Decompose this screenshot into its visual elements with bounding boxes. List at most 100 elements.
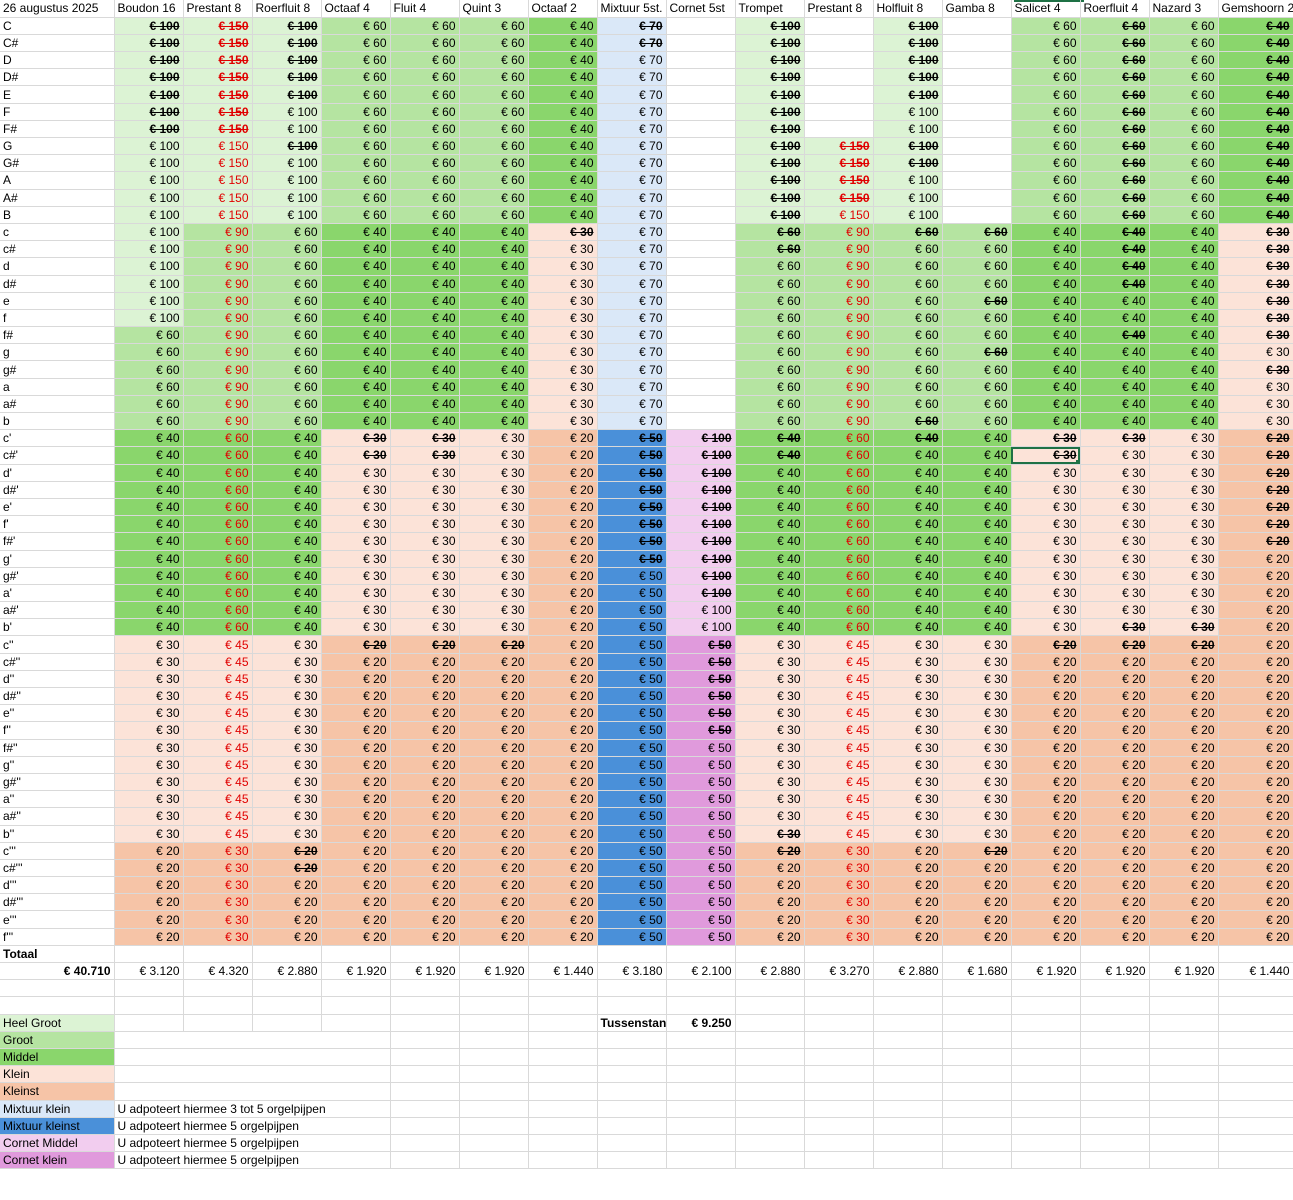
stop-total[interactable]: € 2.880 xyxy=(252,963,321,980)
price-cell[interactable]: € 40 xyxy=(1080,344,1149,361)
price-cell[interactable]: € 30 xyxy=(528,241,597,258)
price-cell[interactable]: € 30 xyxy=(528,395,597,412)
empty-cell[interactable] xyxy=(942,1083,1011,1100)
price-cell[interactable]: € 20 xyxy=(1080,670,1149,687)
price-cell[interactable]: € 90 xyxy=(183,413,252,430)
price-cell[interactable]: € 100 xyxy=(114,52,183,69)
price-cell[interactable]: € 50 xyxy=(666,808,735,825)
empty-cell[interactable] xyxy=(1080,980,1149,997)
price-cell[interactable]: € 20 xyxy=(735,928,804,945)
price-cell[interactable]: € 50 xyxy=(666,894,735,911)
price-cell[interactable]: € 30 xyxy=(735,773,804,790)
note-label[interactable]: A xyxy=(0,172,114,189)
empty-cell[interactable] xyxy=(1080,1066,1149,1083)
price-cell[interactable]: € 60 xyxy=(804,481,873,498)
empty-cell[interactable] xyxy=(1149,1100,1218,1117)
empty-cell[interactable] xyxy=(321,980,390,997)
price-cell[interactable]: € 60 xyxy=(321,120,390,137)
stop-header[interactable]: Prestant 8 xyxy=(804,0,873,17)
price-cell[interactable]: € 20 xyxy=(1080,808,1149,825)
price-cell[interactable]: € 30 xyxy=(1149,533,1218,550)
empty-cell[interactable] xyxy=(1149,1083,1218,1100)
empty-cell[interactable] xyxy=(804,1066,873,1083)
price-cell[interactable]: € 40 xyxy=(873,498,942,515)
price-cell[interactable]: € 20 xyxy=(528,911,597,928)
price-cell[interactable]: € 30 xyxy=(1080,464,1149,481)
price-cell[interactable]: € 40 xyxy=(1011,241,1080,258)
stop-total[interactable]: € 1.920 xyxy=(390,963,459,980)
note-label[interactable]: g#'' xyxy=(0,773,114,790)
price-cell[interactable]: € 20 xyxy=(528,516,597,533)
price-cell[interactable]: € 30 xyxy=(114,739,183,756)
empty-cell[interactable] xyxy=(735,980,804,997)
price-cell[interactable]: € 20 xyxy=(528,567,597,584)
price-cell[interactable]: € 50 xyxy=(597,722,666,739)
empty-cell[interactable] xyxy=(942,980,1011,997)
note-label[interactable]: c# xyxy=(0,241,114,258)
empty-cell[interactable] xyxy=(252,1014,321,1031)
empty-cell[interactable] xyxy=(804,980,873,997)
price-cell[interactable]: € 20 xyxy=(390,825,459,842)
empty-cell[interactable] xyxy=(1011,945,1080,962)
price-cell[interactable]: € 20 xyxy=(459,773,528,790)
empty-cell[interactable] xyxy=(390,1066,459,1083)
price-cell[interactable]: € 20 xyxy=(321,894,390,911)
price-cell[interactable]: € 100 xyxy=(252,69,321,86)
price-cell[interactable]: € 60 xyxy=(252,413,321,430)
price-cell[interactable]: € 30 xyxy=(1149,619,1218,636)
price-cell[interactable]: € 60 xyxy=(183,447,252,464)
price-cell[interactable]: € 150 xyxy=(183,172,252,189)
price-cell[interactable]: € 150 xyxy=(183,189,252,206)
note-label[interactable]: e xyxy=(0,292,114,309)
price-cell[interactable]: € 30 xyxy=(252,688,321,705)
price-cell[interactable]: € 90 xyxy=(183,361,252,378)
empty-cell[interactable] xyxy=(735,945,804,962)
empty-cell[interactable] xyxy=(942,1031,1011,1048)
price-cell[interactable]: € 60 xyxy=(390,120,459,137)
price-cell[interactable]: € 100 xyxy=(873,120,942,137)
price-cell[interactable]: € 60 xyxy=(942,275,1011,292)
stop-total[interactable]: € 2.100 xyxy=(666,963,735,980)
price-cell[interactable]: € 20 xyxy=(528,619,597,636)
stop-header[interactable]: Gamba 8 xyxy=(942,0,1011,17)
price-cell[interactable]: € 30 xyxy=(114,705,183,722)
stop-header[interactable]: Trompet xyxy=(735,0,804,17)
price-cell[interactable]: € 20 xyxy=(1080,911,1149,928)
empty-cell[interactable] xyxy=(1218,1031,1293,1048)
empty-cell[interactable] xyxy=(597,1100,666,1117)
price-cell[interactable]: € 50 xyxy=(666,739,735,756)
legend-swatch-label[interactable]: Groot xyxy=(0,1031,114,1048)
price-cell[interactable]: € 20 xyxy=(1011,877,1080,894)
price-cell[interactable]: € 40 xyxy=(942,584,1011,601)
price-cell[interactable]: € 45 xyxy=(804,722,873,739)
note-label[interactable]: E xyxy=(0,86,114,103)
empty-cell[interactable] xyxy=(1080,1048,1149,1065)
price-cell[interactable]: € 30 xyxy=(1218,223,1293,240)
empty-cell[interactable] xyxy=(390,980,459,997)
empty-cell[interactable] xyxy=(1080,945,1149,962)
empty-cell[interactable] xyxy=(942,1117,1011,1134)
price-cell[interactable]: € 20 xyxy=(1218,430,1293,447)
price-cell[interactable]: € 90 xyxy=(183,378,252,395)
price-cell[interactable] xyxy=(804,103,873,120)
price-cell[interactable]: € 40 xyxy=(390,223,459,240)
price-cell[interactable]: € 50 xyxy=(666,928,735,945)
price-cell[interactable]: € 60 xyxy=(804,533,873,550)
price-cell[interactable] xyxy=(942,206,1011,223)
price-cell[interactable]: € 60 xyxy=(390,155,459,172)
price-cell[interactable]: € 20 xyxy=(873,894,942,911)
price-cell[interactable]: € 100 xyxy=(114,17,183,34)
price-cell[interactable]: € 60 xyxy=(804,447,873,464)
price-cell[interactable]: € 40 xyxy=(390,241,459,258)
price-cell[interactable]: € 20 xyxy=(321,773,390,790)
price-cell[interactable]: € 30 xyxy=(459,430,528,447)
price-cell[interactable]: € 40 xyxy=(459,344,528,361)
price-cell[interactable]: € 60 xyxy=(114,413,183,430)
price-cell[interactable]: € 20 xyxy=(1080,894,1149,911)
price-cell[interactable]: € 30 xyxy=(459,481,528,498)
price-cell[interactable]: € 30 xyxy=(1218,292,1293,309)
price-cell[interactable]: € 40 xyxy=(942,550,1011,567)
price-cell[interactable]: € 20 xyxy=(528,705,597,722)
stop-header[interactable]: Mixtuur 5st. xyxy=(597,0,666,17)
empty-cell[interactable] xyxy=(597,1048,666,1065)
